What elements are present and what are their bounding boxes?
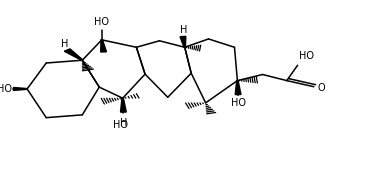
- Polygon shape: [180, 36, 186, 47]
- Polygon shape: [64, 49, 83, 60]
- Text: HO: HO: [300, 51, 314, 61]
- Text: HO: HO: [0, 84, 12, 94]
- Text: H: H: [61, 39, 68, 49]
- Text: H: H: [120, 118, 127, 128]
- Text: HO: HO: [113, 120, 128, 130]
- Polygon shape: [121, 98, 126, 112]
- Text: HO: HO: [231, 98, 246, 108]
- Text: HO: HO: [94, 17, 109, 27]
- Text: O: O: [318, 83, 325, 93]
- Polygon shape: [101, 40, 106, 52]
- Polygon shape: [13, 88, 27, 90]
- Polygon shape: [235, 81, 241, 94]
- Text: H: H: [180, 25, 188, 35]
